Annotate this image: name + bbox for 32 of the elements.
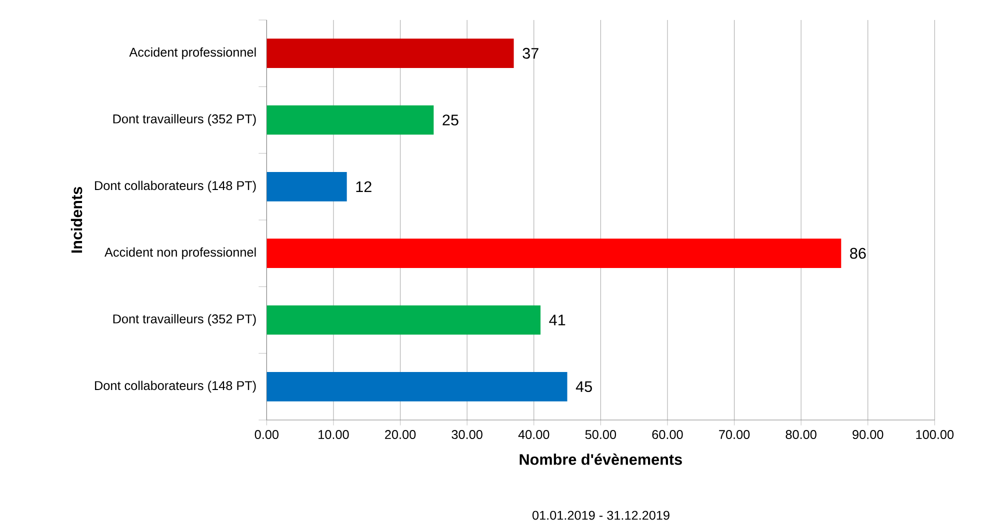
x-tick-label: 70.00 bbox=[719, 430, 750, 440]
data-label: 12 bbox=[356, 181, 372, 192]
x-tick-label: 60.00 bbox=[652, 430, 683, 440]
data-label: 37 bbox=[522, 48, 538, 59]
y-tick-label: Dont collaborateurs (148 PT) bbox=[95, 380, 256, 393]
bar bbox=[266, 38, 514, 68]
data-label: 86 bbox=[850, 248, 866, 259]
y-axis-title: Incidents bbox=[70, 186, 82, 253]
bar bbox=[266, 172, 347, 202]
bar bbox=[266, 305, 541, 335]
x-tick-label: 30.00 bbox=[452, 430, 482, 440]
text: 01.01.2019 - 31.12.2019 bbox=[532, 510, 670, 520]
data-label: 25 bbox=[442, 114, 458, 126]
y-tick-label: Accident professionnel bbox=[129, 47, 256, 60]
x-tick-label: 100.00 bbox=[916, 430, 954, 440]
data-label: 41 bbox=[549, 314, 566, 326]
y-tick-label: Dont travailleurs (352 PT) bbox=[113, 114, 256, 126]
y-tick-label: Dont travailleurs (352 PT) bbox=[113, 314, 256, 326]
data-label: 45 bbox=[576, 381, 592, 392]
x-tick-label: 20.00 bbox=[385, 430, 416, 440]
x-tick-label: 10.00 bbox=[318, 430, 349, 440]
y-tick-label: Accident non professionnel bbox=[104, 247, 256, 260]
y-tick-label: Dont collaborateurs (148 PT) bbox=[95, 180, 256, 193]
bar bbox=[266, 105, 434, 135]
bar bbox=[266, 372, 568, 402]
x-tick-label: 90.00 bbox=[852, 430, 884, 440]
x-tick-label: 0.00 bbox=[254, 430, 278, 440]
x-axis-title: Nombre d'évènements bbox=[520, 454, 682, 465]
x-tick-label: 40.00 bbox=[518, 430, 550, 440]
x-tick-label: 80.00 bbox=[786, 430, 816, 440]
bar bbox=[266, 238, 842, 268]
x-tick-label: 50.00 bbox=[585, 430, 616, 440]
